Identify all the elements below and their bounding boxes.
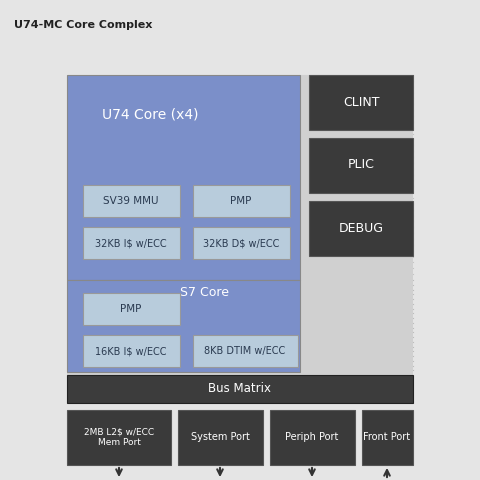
Text: DEBUG: DEBUG <box>338 221 384 235</box>
Bar <box>67 75 413 375</box>
Bar <box>193 185 290 217</box>
Bar <box>309 75 413 130</box>
Text: CLINT: CLINT <box>343 96 379 108</box>
Text: Periph Port: Periph Port <box>285 432 339 442</box>
Bar <box>83 227 180 259</box>
Bar <box>309 201 413 256</box>
Text: PLIC: PLIC <box>348 158 374 171</box>
Text: Bus Matrix: Bus Matrix <box>208 383 272 396</box>
Bar <box>270 410 355 465</box>
Text: U74 Core (x4): U74 Core (x4) <box>102 108 198 122</box>
Bar <box>362 410 413 465</box>
Bar <box>309 138 413 193</box>
Bar <box>67 375 413 403</box>
Text: Front Port: Front Port <box>363 432 410 442</box>
Text: U74-MC Core Complex: U74-MC Core Complex <box>14 20 152 30</box>
Text: System Port: System Port <box>191 432 250 442</box>
Bar <box>83 185 180 217</box>
Bar <box>67 280 300 372</box>
Bar <box>193 227 290 259</box>
Text: PMP: PMP <box>120 304 142 314</box>
Text: 32KB I$ w/ECC: 32KB I$ w/ECC <box>95 238 167 248</box>
Text: S7 Core: S7 Core <box>180 287 229 300</box>
Bar <box>178 410 263 465</box>
Bar <box>83 335 180 367</box>
Text: PMP: PMP <box>230 196 252 206</box>
Text: 2MB L2$ w/ECC
Mem Port: 2MB L2$ w/ECC Mem Port <box>84 427 154 447</box>
Text: SV39 MMU: SV39 MMU <box>103 196 159 206</box>
Text: 16KB I$ w/ECC: 16KB I$ w/ECC <box>95 346 167 356</box>
Text: 32KB D$ w/ECC: 32KB D$ w/ECC <box>203 238 279 248</box>
Bar <box>193 335 298 367</box>
Bar <box>67 410 171 465</box>
Bar <box>300 75 413 280</box>
Bar <box>83 293 180 325</box>
Text: 8KB DTIM w/ECC: 8KB DTIM w/ECC <box>204 346 286 356</box>
Bar <box>67 75 300 280</box>
